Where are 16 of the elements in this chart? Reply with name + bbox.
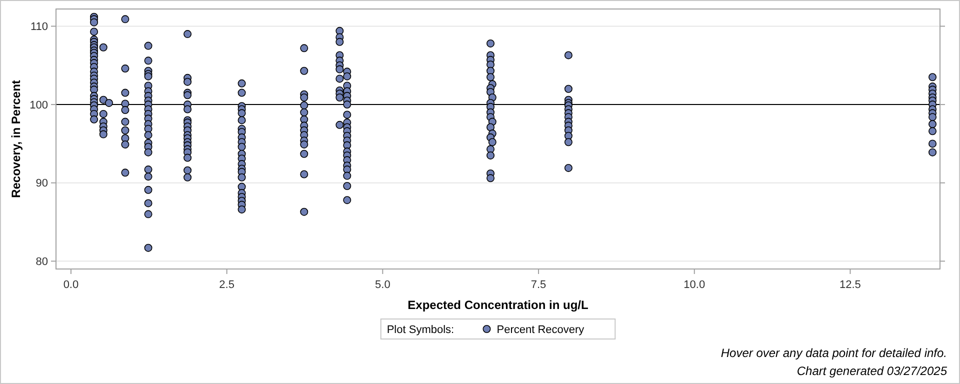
x-tick-label: 5.0 — [375, 279, 390, 291]
y-tick-label: 90 — [36, 178, 48, 190]
x-axis-title: Expected Concentration in ug/L — [408, 298, 588, 312]
x-tick-label: 10.0 — [684, 279, 706, 291]
x-tick-label: 12.5 — [840, 279, 861, 291]
y-axis-title: Recovery, in Percent — [9, 80, 23, 198]
x-tick-label: 7.5 — [530, 279, 546, 291]
legend-title: Plot Symbols: — [386, 324, 454, 336]
text: Chart generated 03/27/2025 — [796, 364, 948, 378]
x-tick-label: 2.5 — [219, 279, 234, 291]
text: Hover over any data point for detailed info. — [720, 346, 947, 360]
x-tick-label: 0.0 — [63, 279, 79, 291]
y-tick-label: 80 — [36, 256, 48, 268]
legend-label: Percent Recovery — [496, 324, 585, 336]
y-tick-label: 100 — [30, 99, 48, 112]
y-tick-label: 110 — [30, 21, 48, 34]
